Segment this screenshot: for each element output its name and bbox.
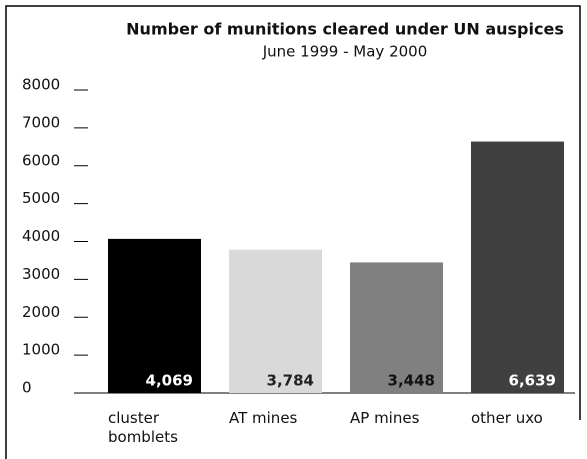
chart-subtitle: June 1999 - May 2000: [262, 43, 428, 61]
bar: [471, 141, 564, 393]
y-tick-label: 8000: [22, 76, 60, 94]
y-tick-label: 0: [22, 379, 32, 397]
y-tick-label: 5000: [22, 189, 60, 207]
bar: [229, 249, 322, 393]
bar: [108, 238, 201, 393]
y-tick-label: 4000: [22, 227, 60, 245]
y-tick-label: 1000: [22, 341, 60, 359]
y-tick-label: 7000: [22, 113, 60, 131]
value-label: 6,639: [509, 372, 556, 390]
value-label: 3,448: [388, 372, 435, 390]
frame: [5, 5, 581, 459]
chart-title: Number of munitions cleared under UN aus…: [126, 20, 564, 39]
y-tick-label: 3000: [22, 265, 60, 283]
x-tick-label: AP mines: [350, 409, 420, 427]
bar: [350, 262, 443, 393]
x-tick-label: other uxo: [471, 409, 543, 427]
x-tick-label: cluster bomblets: [108, 409, 178, 446]
x-tick-label: AT mines: [229, 409, 298, 427]
value-label: 3,784: [267, 372, 314, 390]
value-label: 4,069: [146, 372, 193, 390]
y-tick-label: 6000: [22, 151, 60, 169]
y-tick-label: 2000: [22, 303, 60, 321]
